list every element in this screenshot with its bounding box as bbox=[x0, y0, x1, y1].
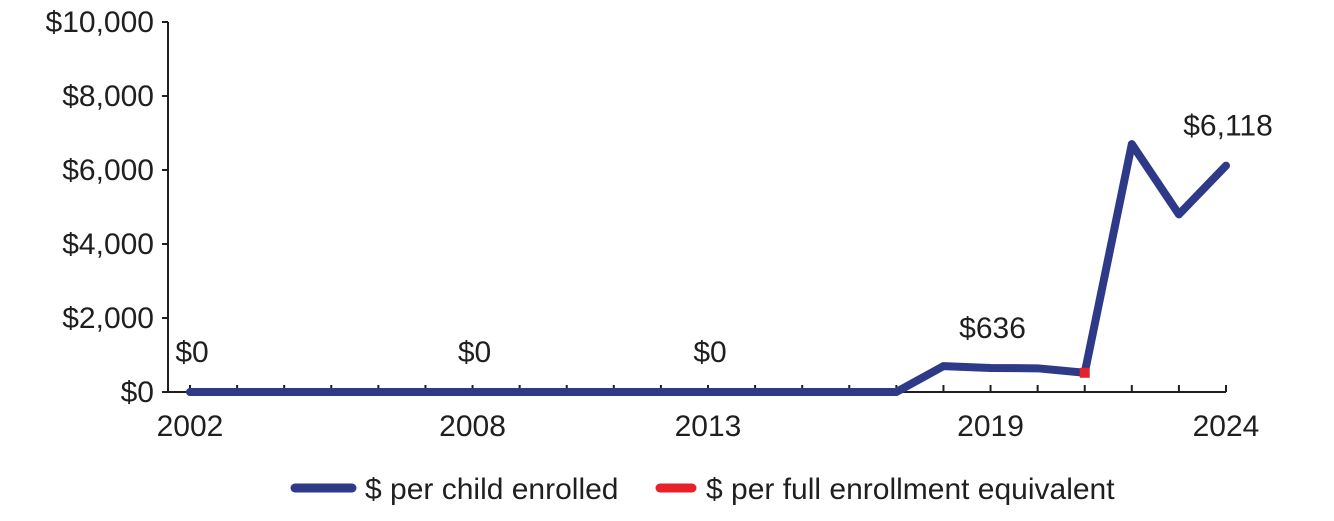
x-tick-label: 2002 bbox=[157, 410, 224, 443]
data-label: $636 bbox=[959, 312, 1026, 345]
data-label: $6,118 bbox=[1183, 110, 1273, 143]
series-point-1 bbox=[1079, 367, 1090, 378]
legend-item-per-child: $ per child enrolled bbox=[290, 473, 619, 506]
x-tick-label: 2008 bbox=[439, 410, 506, 443]
legend: $ per child enrolled $ per full enrollme… bbox=[290, 473, 1115, 506]
legend-label-per-full-enrollment: $ per full enrollment equivalent bbox=[706, 473, 1115, 506]
data-label: $0 bbox=[458, 336, 491, 369]
x-tick-label: 2024 bbox=[1193, 410, 1260, 443]
plot-area bbox=[186, 140, 1230, 396]
x-tick-label: 2019 bbox=[957, 410, 1024, 443]
data-labels: $0 $0 $0 $636 $6,118 bbox=[175, 110, 1272, 369]
y-tick-label: $6,000 bbox=[62, 154, 154, 187]
x-tick-label: 2013 bbox=[675, 410, 742, 443]
y-tick-label: $10,000 bbox=[46, 6, 154, 39]
data-label: $0 bbox=[693, 336, 726, 369]
y-tick-label: $2,000 bbox=[62, 302, 154, 335]
legend-label-per-child: $ per child enrolled bbox=[365, 473, 619, 506]
y-tick-label: $8,000 bbox=[62, 80, 154, 113]
legend-item-per-full-enrollment: $ per full enrollment equivalent bbox=[655, 473, 1115, 506]
y-tick-label: $4,000 bbox=[62, 228, 154, 261]
series-line-0 bbox=[186, 140, 1230, 396]
y-axis: $0 $2,000 $4,000 $6,000 $8,000 $10,000 bbox=[46, 6, 169, 409]
y-tick-label: $0 bbox=[121, 376, 154, 409]
data-label: $0 bbox=[175, 336, 208, 369]
